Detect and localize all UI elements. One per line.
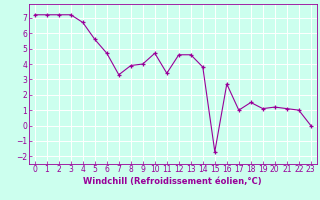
- X-axis label: Windchill (Refroidissement éolien,°C): Windchill (Refroidissement éolien,°C): [84, 177, 262, 186]
